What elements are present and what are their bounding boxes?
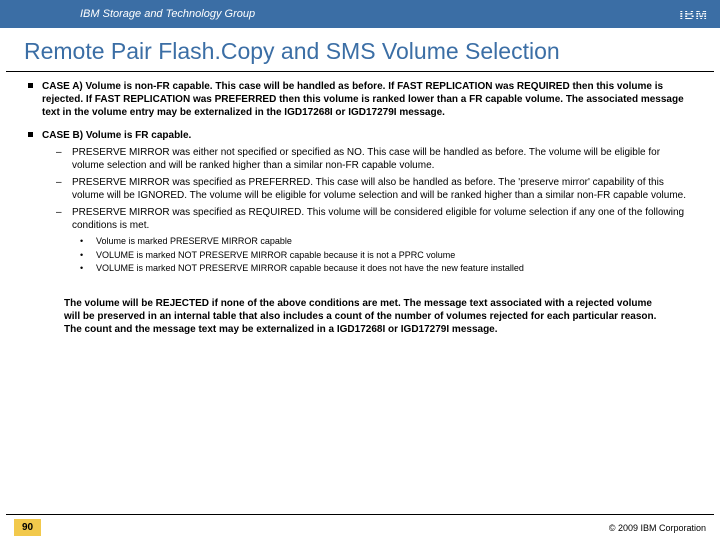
- page-number-badge: 90: [14, 519, 41, 536]
- case-b-sub3: PRESERVE MIRROR was specified as REQUIRE…: [56, 206, 692, 232]
- copyright-text: © 2009 IBM Corporation: [609, 523, 706, 533]
- case-b-dot3: VOLUME is marked NOT PRESERVE MIRROR cap…: [80, 263, 692, 275]
- slide-title: Remote Pair Flash.Copy and SMS Volume Se…: [6, 28, 714, 72]
- slide-content: CASE A) Volume is non-FR capable. This c…: [0, 72, 720, 336]
- case-b-lead: CASE B) Volume is FR capable.: [42, 130, 191, 141]
- ibm-logo-icon: IBM: [679, 6, 708, 22]
- case-b-dot2: VOLUME is marked NOT PRESERVE MIRROR cap…: [80, 250, 692, 262]
- case-b-sub1: PRESERVE MIRROR was either not specified…: [56, 146, 692, 172]
- case-b-bullet: CASE B) Volume is FR capable. PRESERVE M…: [28, 129, 692, 275]
- case-b-dot1: Volume is marked PRESERVE MIRROR capable: [80, 236, 692, 248]
- footer: 90 © 2009 IBM Corporation: [6, 514, 714, 540]
- header-group-name: IBM Storage and Technology Group: [80, 8, 255, 20]
- case-a-bullet: CASE A) Volume is non-FR capable. This c…: [28, 80, 692, 119]
- case-b-sub2: PRESERVE MIRROR was specified as PREFERR…: [56, 176, 692, 202]
- summary-text: The volume will be REJECTED if none of t…: [64, 297, 664, 336]
- case-a-lead: CASE A) Volume is non-FR capable.: [42, 81, 213, 92]
- header-bar: IBM Storage and Technology Group IBM: [0, 0, 720, 28]
